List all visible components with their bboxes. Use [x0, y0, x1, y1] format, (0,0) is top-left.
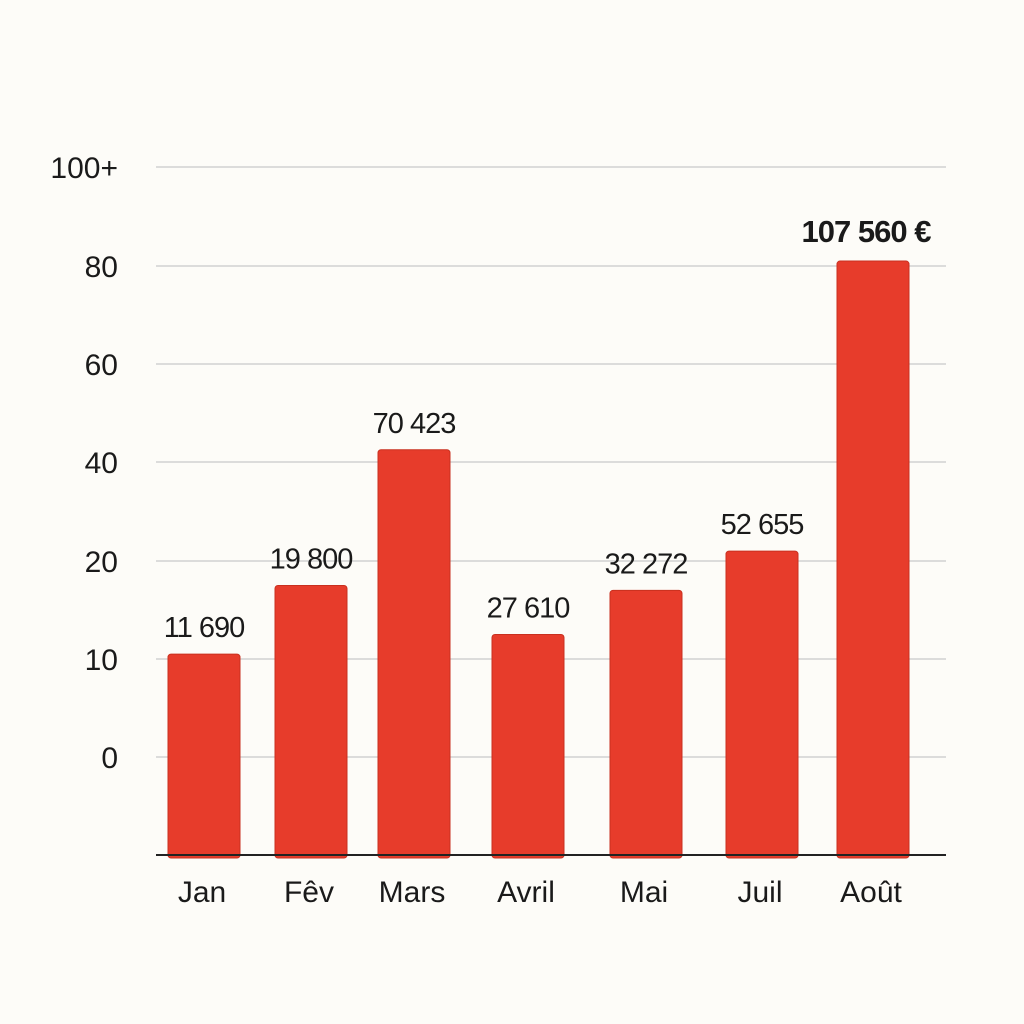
y-tick-label: 60 [85, 349, 118, 382]
bar [377, 449, 451, 859]
y-tick-label: 40 [85, 447, 118, 480]
bar-value-label: 70 423 [373, 408, 456, 440]
y-axis-tick-labels: 0 10 20 40 60 80 100+ [50, 152, 118, 775]
y-tick-label: 10 [85, 644, 118, 677]
bar-value-label: 27 610 [487, 593, 570, 625]
x-category-label: Mai [620, 876, 668, 909]
bar-value-label: 32 272 [605, 548, 688, 580]
bar [609, 589, 683, 859]
x-category-label: Mars [379, 876, 446, 909]
y-tick-label: 100+ [50, 152, 118, 185]
x-category-label: Avril [497, 876, 555, 909]
x-category-label: Août [840, 876, 902, 909]
bar-value-label: 52 655 [721, 509, 804, 541]
bar [274, 585, 348, 859]
bar-value-label: 107 560 € [802, 214, 932, 249]
y-tick-label: 80 [85, 251, 118, 284]
bars [167, 260, 910, 859]
y-tick-label: 0 [101, 742, 118, 775]
y-tick-label: 20 [85, 546, 118, 579]
x-category-label: Juil [737, 876, 782, 909]
bar [725, 550, 799, 859]
x-category-label: Fêv [284, 876, 334, 909]
bar [491, 634, 565, 859]
x-axis-category-labels: Jan Fêv Mars Avril Mai Juil Août [178, 876, 903, 909]
bar-value-labels: 11 690 19 800 70 423 27 610 32 272 52 655 107 … [164, 214, 932, 644]
bar-value-label: 19 800 [270, 544, 353, 576]
x-category-label: Jan [178, 876, 226, 909]
bar-value-label: 11 690 [164, 612, 245, 644]
bar [836, 260, 910, 859]
bar [167, 653, 241, 859]
